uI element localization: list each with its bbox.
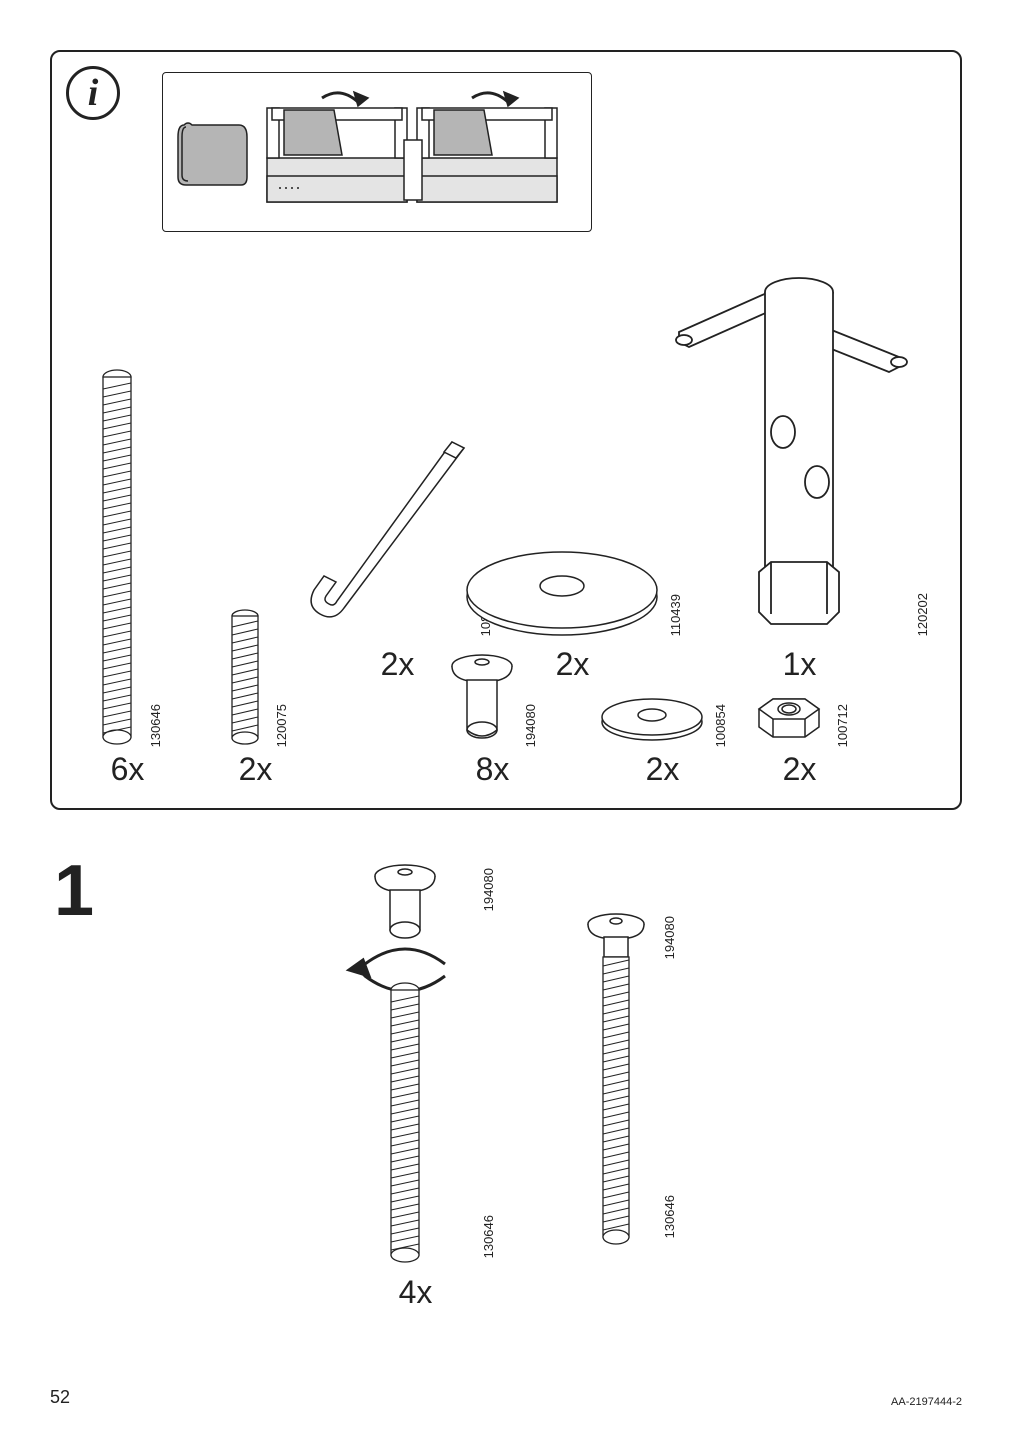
info-icon: i [66, 66, 120, 120]
hex-nut-icon [749, 687, 829, 747]
qty-bolt-short: 2x [239, 751, 273, 788]
assembly-result: 194080 130646 [576, 860, 677, 1250]
info-glyph: i [88, 74, 99, 112]
cap-nut-icon [447, 652, 517, 747]
washer-small-icon [597, 692, 707, 747]
step-partnum-cap-a: 194080 [481, 868, 496, 911]
parts-area: 130646 6x [52, 272, 960, 808]
step-number: 1 [54, 850, 94, 932]
parts-panel: i [50, 50, 962, 810]
partnum-washer-small: 100854 [713, 704, 728, 747]
qty-washer-big: 2x [556, 646, 590, 683]
part-socket-tool: 120202 1x [669, 272, 930, 683]
qty-hex-nut: 2x [783, 751, 817, 788]
qty-washer-small: 2x [646, 751, 680, 788]
part-cap-nut: 194080 8x [447, 652, 538, 788]
part-bolt-short: 120075 2x [222, 607, 289, 788]
qty-cap-nut: 8x [476, 751, 510, 788]
part-hex-nut: 100712 2x [749, 687, 850, 788]
page-footer: 52 AA-2197444-2 [50, 1387, 962, 1408]
partnum-bolt-long: 130646 [148, 704, 163, 747]
qty-socket-tool: 1x [783, 646, 817, 683]
threaded-bolt-short-icon [222, 607, 268, 747]
step-1: 1 [50, 850, 962, 1320]
step-partnum-cap-b: 194080 [662, 916, 677, 959]
partnum-socket-tool: 120202 [915, 593, 930, 636]
bolt-cap-assembled-icon [576, 910, 656, 1250]
partnum-hex-nut: 100712 [835, 704, 850, 747]
part-bolt-long: 130646 6x [92, 367, 163, 788]
document-id: AA-2197444-2 [891, 1396, 962, 1408]
step-quantity: 4x [399, 1274, 433, 1311]
step-graphics: 194080 130646 4x [50, 850, 962, 1320]
part-washer-small: 100854 2x [597, 692, 728, 788]
socket-tool-icon [669, 272, 909, 642]
bolt-cap-assembly-arrow-icon [335, 860, 475, 1270]
qty-bolt-long: 6x [111, 751, 145, 788]
step-partnum-bolt-b: 130646 [662, 1195, 677, 1238]
step-partnum-bolt-a: 130646 [481, 1215, 496, 1258]
qty-allen-key: 2x [381, 646, 415, 683]
page-number: 52 [50, 1387, 70, 1408]
partnum-cap-nut: 194080 [523, 704, 538, 747]
partnum-bolt-short: 120075 [274, 704, 289, 747]
threaded-bolt-long-icon [92, 367, 142, 747]
assembly-with-arrow: 194080 130646 4x [335, 860, 496, 1311]
sofa-modules-icon [172, 80, 582, 225]
product-illustration-box [162, 72, 592, 232]
allen-key-icon [302, 432, 472, 642]
washer-big-icon [462, 542, 662, 642]
